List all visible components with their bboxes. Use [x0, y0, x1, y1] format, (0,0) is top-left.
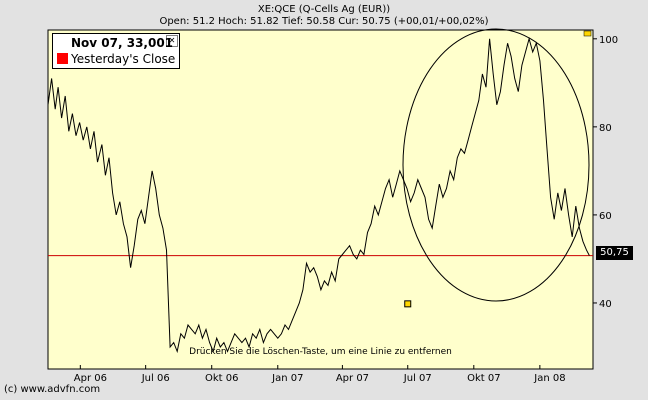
y-tick-label: 60: [599, 211, 612, 222]
y-axis: 40 60 80 100: [593, 35, 618, 310]
copyright: (c) www.advfn.com: [4, 384, 101, 395]
x-tick-label: Jul 06: [141, 373, 170, 384]
plot-area[interactable]: [47, 29, 594, 370]
x-tick-label: Okt 07: [467, 373, 501, 384]
x-tick-label: Jul 07: [403, 373, 432, 384]
y-tick-label: 100: [599, 35, 618, 46]
series-line: [47, 36, 590, 354]
close-icon[interactable]: ✕: [166, 35, 178, 47]
x-tick-label: Jan 07: [271, 373, 303, 384]
annotation-marker[interactable]: [404, 300, 412, 308]
y-tick-label: 80: [599, 123, 612, 134]
legend-swatch: [57, 53, 68, 64]
x-tick-label: Apr 06: [74, 373, 107, 384]
highlight-ellipse-annotation[interactable]: [402, 28, 590, 302]
chart-title: XE:QCE (Q-Cells Ag (EUR)): [257, 4, 391, 15]
current-price-label: 50,75: [596, 246, 633, 260]
x-tick-label: Okt 06: [205, 373, 239, 384]
legend-box: ✕ Nov 07, 33,001 Yesterday's Close: [52, 33, 180, 69]
x-axis: Apr 06 Jul 06 Okt 06 Jan 07 Apr 07 Jul 07 Okt …: [74, 365, 566, 384]
corner-handle[interactable]: [583, 30, 592, 37]
legend-series-label: Yesterday's Close: [71, 52, 176, 66]
x-tick-label: Apr 07: [336, 373, 369, 384]
hint-text: Drücken Sie die Löschen-Taste, um eine L…: [189, 347, 452, 357]
y-tick-label: 40: [599, 299, 612, 310]
x-tick-label: Jan 08: [533, 373, 565, 384]
quote-summary: Open: 51.2 Hoch: 51.82 Tief: 50.58 Cur: …: [159, 16, 489, 27]
legend-date-value: Nov 07, 33,001: [71, 36, 174, 50]
